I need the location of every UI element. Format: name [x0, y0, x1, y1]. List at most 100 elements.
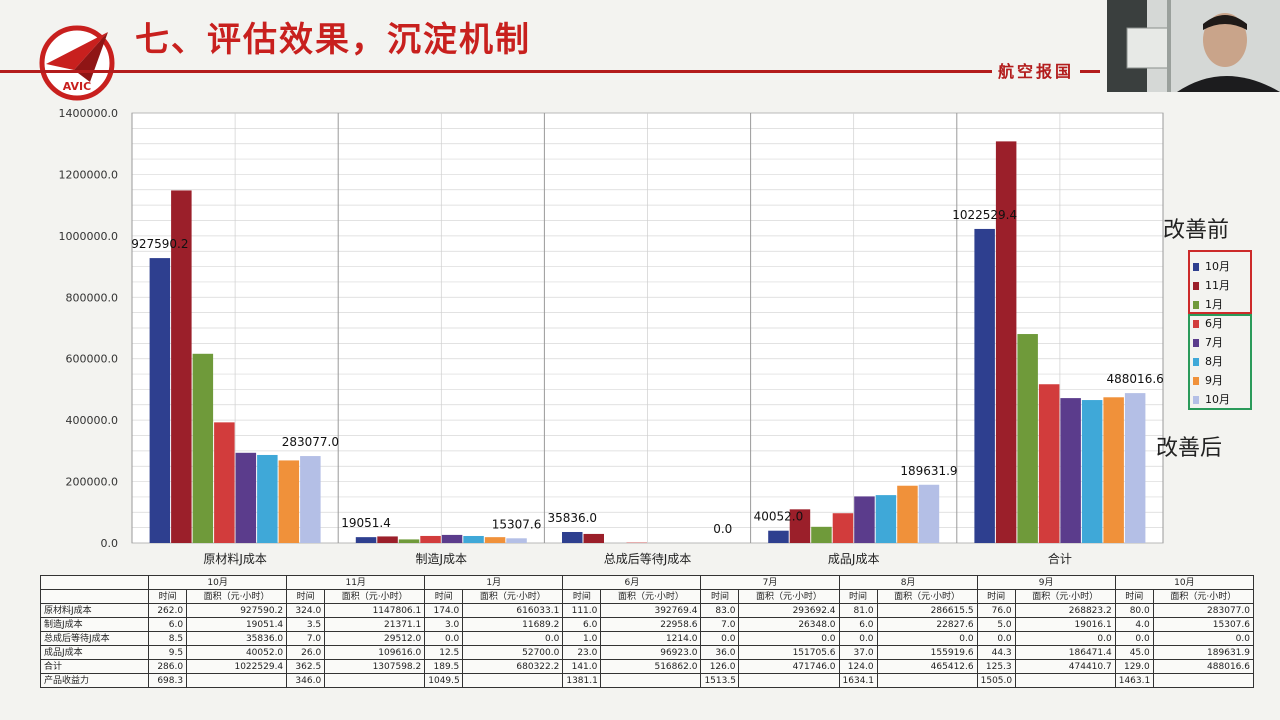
table-cell: 96923.0: [600, 645, 702, 660]
legend-item: 11月: [1193, 278, 1230, 294]
table-cell: 0.0: [1152, 631, 1255, 646]
bar-1-6: [484, 537, 506, 543]
bar-chart: 0.0 200000.0 400000.0 600000.0 800000.0 10000…: [59, 107, 1164, 566]
table-cell: 40052.0: [186, 645, 288, 660]
bar-0-1: [171, 190, 192, 544]
legend-item: 8月: [1193, 354, 1223, 370]
table-cell: 283077.0: [1152, 603, 1255, 618]
table-cell: 109616.0: [324, 645, 426, 660]
table-cell: [462, 673, 564, 688]
table-cell: 52700.0: [462, 645, 564, 660]
month-header: 9月: [976, 575, 1116, 590]
bar-0-6: [278, 460, 300, 543]
table-cell: 26.0: [286, 645, 326, 660]
table-cell: 392769.4: [600, 603, 702, 618]
month-header: 7月: [700, 575, 840, 590]
bar-0-7: [300, 456, 321, 543]
column-subheader: 面积（元·小时）: [600, 589, 702, 604]
table-cell: 12.5: [424, 645, 464, 660]
column-subheader: 时间: [838, 589, 878, 604]
table-cell: 1.0: [562, 631, 602, 646]
header-divider: [0, 70, 1100, 73]
data-label: 488016.6: [1107, 372, 1164, 386]
table-cell: 19051.4: [186, 617, 288, 632]
bar-3-5: [875, 495, 897, 543]
table-cell: 1214.0: [600, 631, 702, 646]
table-cell: 927590.2: [186, 603, 288, 618]
table-cell: 1307598.2: [324, 659, 426, 674]
legend-label: 10月: [1205, 260, 1230, 273]
bar-2-0: [562, 531, 583, 543]
table-subheader-row: 时间 面积（元·小时） 时间 面积（元·小时） 时间 面积（元·小时） 时间 面积（元·小时）…: [39, 589, 1255, 604]
column-subheader: 面积（元·小时）: [1152, 589, 1255, 604]
bar-1-1: [377, 536, 398, 543]
column-subheader: 面积（元·小时）: [738, 589, 840, 604]
table-cell: 465412.6: [876, 659, 978, 674]
table-cell: 22827.6: [876, 617, 978, 632]
table-cell: 0.0: [838, 631, 878, 646]
table-cell: 174.0: [424, 603, 464, 618]
table-cell: 0.0: [424, 631, 464, 646]
table-row: 合计 286.0 1022529.4 362.5 1307598.2 189.5 68032…: [39, 659, 1255, 674]
bar-1-3: [420, 535, 441, 543]
table-cell: 36.0: [700, 645, 740, 660]
x-tick-label: 合计: [1048, 551, 1072, 566]
table-cell: 6.0: [562, 617, 602, 632]
table-cell: 186471.4: [1014, 645, 1116, 660]
bar-3-1: [789, 509, 811, 543]
x-tick-label: 总成后等待J成本: [604, 552, 692, 566]
legend-label: 7月: [1205, 336, 1223, 349]
slide-title: 七、评估效果，沉淀机制: [135, 20, 531, 60]
bar-3-4: [854, 496, 875, 543]
bar-4-0: [974, 228, 995, 544]
table-cell: 1147806.1: [324, 603, 426, 618]
table-cell: 1463.1: [1114, 673, 1154, 688]
legend-label: 9月: [1205, 374, 1223, 387]
table-cell: [324, 673, 426, 688]
table-cell: 151705.6: [738, 645, 840, 660]
table-cell: 488016.6: [1152, 659, 1255, 674]
table-cell: 45.0: [1114, 645, 1154, 660]
legend-label: 6月: [1205, 317, 1223, 330]
table-cell: 81.0: [838, 603, 878, 618]
table-cell: 8.5: [148, 631, 188, 646]
bar-0-2: [192, 353, 214, 543]
webcam-overlay: [1107, 0, 1280, 92]
x-tick-label: 制造J成本: [416, 552, 468, 566]
table-row: 成品J成本 9.5 40052.0 26.0 109616.0 12.5 52700.0 23…: [39, 645, 1255, 660]
table-cell: 80.0: [1114, 603, 1154, 618]
legend-swatch: [1193, 282, 1199, 290]
table-cell: [186, 673, 288, 688]
legend-label: 8月: [1205, 355, 1223, 368]
table-row: 制造J成本 6.0 19051.4 3.5 21371.1 3.0 11689.2 6.0 22…: [39, 617, 1255, 632]
bar-4-1: [995, 141, 1017, 543]
month-header: 10月: [1114, 575, 1255, 590]
y-tick-label: 400000.0: [66, 414, 119, 427]
column-subheader: 时间: [976, 589, 1016, 604]
bar-3-3: [832, 513, 854, 543]
column-subheader: 面积（元·小时）: [462, 589, 564, 604]
bar-0-0: [149, 258, 171, 543]
table-cell: 7.0: [700, 617, 740, 632]
y-tick-label: 1000000.0: [59, 230, 119, 243]
table-header-row: 10月 11月 1月 6月 7月 8月 9月 10月: [39, 575, 1255, 590]
table-cell: 6.0: [148, 617, 188, 632]
header-slogan: 航空报国: [992, 58, 1081, 82]
x-tick-label: 成品J成本: [828, 552, 880, 566]
bar-1-7: [506, 538, 527, 543]
table-cell: [1152, 673, 1255, 688]
table-cell: 0.0: [700, 631, 740, 646]
table-cell: 22958.6: [600, 617, 702, 632]
table-cell: 76.0: [976, 603, 1016, 618]
legend-swatch: [1193, 396, 1199, 404]
month-header: 1月: [424, 575, 564, 590]
table-cell: 0.0: [876, 631, 978, 646]
table-cell: 1513.5: [700, 673, 740, 688]
table-cell: [738, 673, 840, 688]
table-cell: 516862.0: [600, 659, 702, 674]
bar-0-5: [257, 454, 278, 543]
before-improvement-label: 改善前: [1163, 218, 1230, 243]
table-row: 总成后等待J成本 8.5 35836.0 7.0 29512.0 0.0 0.0 1.0 121…: [39, 631, 1255, 646]
bar-2-1: [583, 533, 604, 543]
table-cell: 286615.5: [876, 603, 978, 618]
